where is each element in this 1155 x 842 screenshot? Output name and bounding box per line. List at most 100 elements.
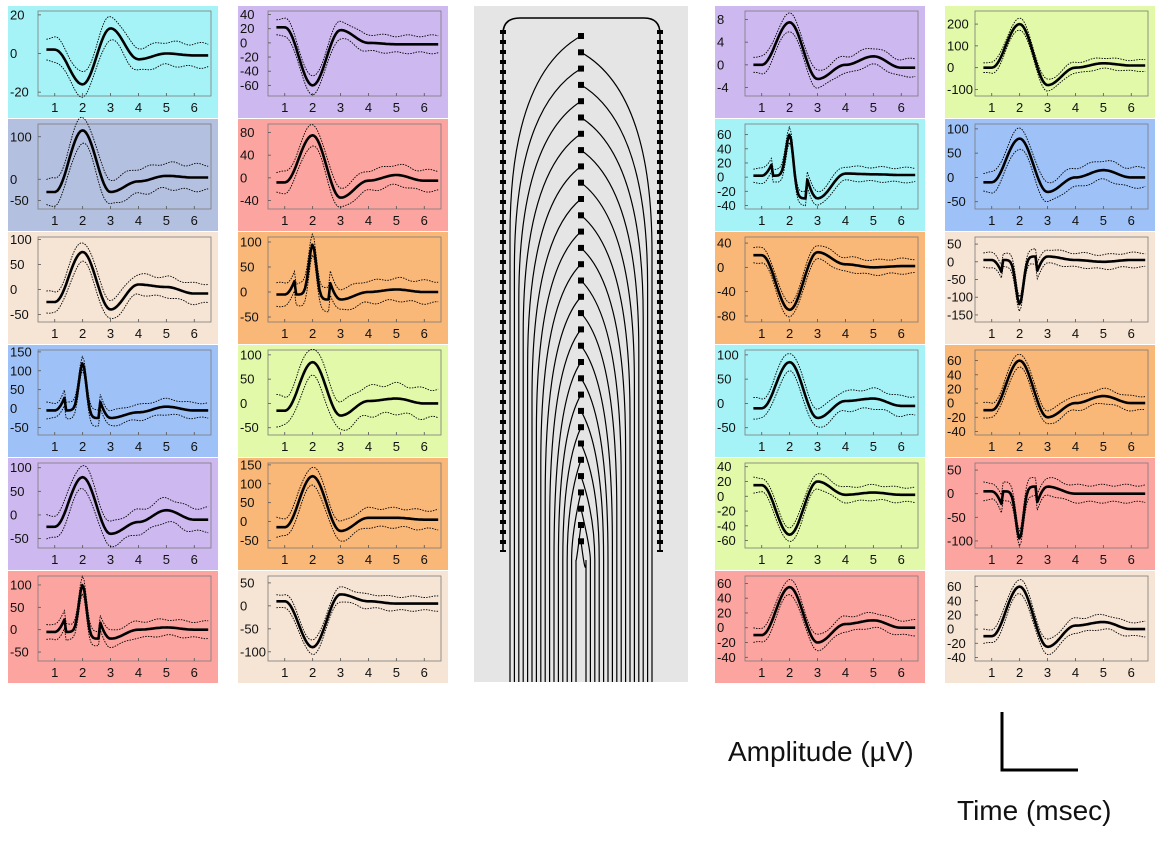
lower-bound-line — [276, 484, 439, 542]
upper-bound-line — [753, 12, 916, 71]
x-tick-label: 5 — [1100, 665, 1107, 680]
x-tick-label: 5 — [163, 100, 170, 115]
x-tick-label: 4 — [135, 326, 142, 341]
x-tick-label: 1 — [758, 665, 765, 680]
chart-panel-col5-row5: 1 2 3 4 5 6 -100 -50 0 50 — [945, 458, 1155, 570]
x-tick-label: 5 — [870, 213, 877, 228]
panel-background — [715, 458, 925, 570]
y-tick-label: 40 — [717, 591, 731, 606]
x-tick-label: 2 — [309, 665, 316, 680]
x-tick-label: 4 — [1072, 665, 1079, 680]
probe-trace — [580, 149, 640, 682]
y-tick-label: 60 — [947, 579, 961, 594]
x-tick-label: 1 — [51, 326, 58, 341]
panel-background — [238, 458, 448, 570]
y-tick-label: -60 — [717, 533, 736, 548]
x-tick-label: 6 — [421, 213, 428, 228]
x-tick-label: 6 — [898, 439, 905, 454]
x-tick-label: 3 — [107, 100, 114, 115]
x-tick-label: 2 — [309, 213, 316, 228]
upper-bound-line — [983, 579, 1146, 640]
x-tick-label: 3 — [1044, 213, 1051, 228]
x-tick-label: 1 — [281, 439, 288, 454]
mean-waveform-line — [46, 129, 209, 194]
y-tick-label: 0 — [947, 60, 954, 75]
y-tick-label: 100 — [717, 347, 739, 362]
x-tick-label: 3 — [337, 326, 344, 341]
upper-bound-line — [983, 127, 1146, 184]
x-tick-label: 4 — [365, 552, 372, 567]
x-tick-label: 5 — [163, 665, 170, 680]
plot-frame — [974, 123, 1149, 210]
upper-bound-line — [983, 248, 1146, 299]
y-tick-label: -20 — [947, 636, 966, 651]
y-tick-label: 100 — [10, 129, 32, 144]
plot-frame — [267, 462, 442, 549]
mean-waveform-line — [753, 250, 916, 312]
mean-waveform-line — [983, 359, 1146, 419]
x-tick-label: 6 — [1128, 439, 1135, 454]
probe-trace — [580, 214, 631, 682]
y-tick-label: -100 — [947, 533, 973, 548]
y-tick-label: 0 — [947, 396, 954, 411]
x-tick-label: 4 — [842, 439, 849, 454]
y-tick-label: -100 — [240, 644, 266, 659]
x-tick-label: 1 — [988, 439, 995, 454]
x-tick-label: 3 — [337, 552, 344, 567]
y-tick-label: 40 — [240, 7, 254, 22]
y-tick-label: 4 — [717, 35, 724, 50]
x-tick-label: 4 — [842, 100, 849, 115]
x-tick-label: 2 — [786, 552, 793, 567]
x-tick-label: 3 — [814, 100, 821, 115]
x-tick-label: 3 — [1044, 439, 1051, 454]
x-tick-label: 3 — [107, 552, 114, 567]
x-tick-label: 5 — [870, 439, 877, 454]
x-tick-label: 6 — [898, 552, 905, 567]
y-tick-label: 20 — [717, 155, 731, 170]
probe-trace — [531, 198, 582, 682]
mean-waveform-line — [753, 480, 916, 536]
plot-frame — [37, 349, 212, 436]
upper-bound-line — [753, 579, 916, 635]
lower-bound-line — [983, 366, 1146, 425]
mean-waveform-line — [276, 25, 439, 87]
plot-frame — [267, 10, 442, 97]
x-tick-label: 6 — [191, 665, 198, 680]
y-tick-label: -4 — [717, 80, 729, 95]
y-tick-label: 50 — [947, 237, 961, 252]
probe-trace — [557, 394, 582, 682]
mean-waveform-line — [46, 475, 209, 536]
x-tick-label: 3 — [107, 439, 114, 454]
x-tick-label: 6 — [191, 326, 198, 341]
panel-background — [8, 345, 218, 457]
x-tick-label: 5 — [870, 100, 877, 115]
probe-trace — [580, 377, 609, 682]
y-tick-label: -20 — [10, 85, 29, 100]
plot-frame — [267, 236, 442, 323]
upper-bound-line — [46, 575, 209, 632]
x-tick-label: 1 — [51, 665, 58, 680]
x-tick-label: 6 — [421, 100, 428, 115]
y-tick-label: 0 — [240, 285, 247, 300]
y-tick-label: -50 — [947, 194, 966, 209]
y-tick-label: 100 — [10, 460, 32, 475]
mean-waveform-line — [983, 485, 1146, 540]
probe-trace — [562, 426, 582, 682]
y-tick-label: 8 — [717, 12, 724, 27]
upper-bound-line — [46, 16, 209, 72]
plot-frame — [974, 462, 1149, 549]
plot-frame — [744, 10, 919, 97]
upper-bound-line — [753, 473, 916, 529]
plot-frame — [974, 349, 1149, 436]
upper-bound-line — [276, 124, 439, 189]
y-tick-label: 100 — [10, 363, 32, 378]
x-tick-label: 2 — [786, 213, 793, 228]
x-tick-label: 1 — [758, 439, 765, 454]
mean-waveform-line — [276, 360, 439, 417]
upper-bound-line — [276, 466, 439, 522]
y-tick-label: 50 — [717, 372, 731, 387]
y-tick-label: 0 — [947, 486, 954, 501]
y-tick-label: 50 — [240, 372, 254, 387]
